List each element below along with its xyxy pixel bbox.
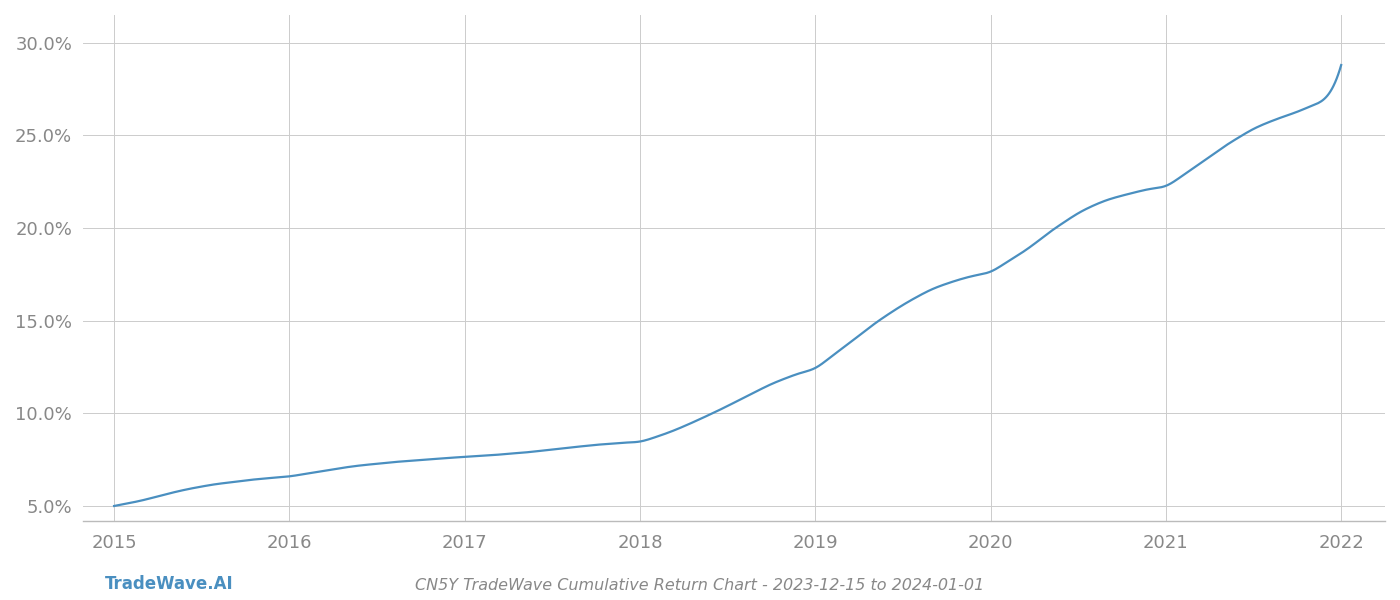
Text: CN5Y TradeWave Cumulative Return Chart - 2023-12-15 to 2024-01-01: CN5Y TradeWave Cumulative Return Chart -… [416, 578, 984, 593]
Text: TradeWave.AI: TradeWave.AI [105, 575, 234, 593]
